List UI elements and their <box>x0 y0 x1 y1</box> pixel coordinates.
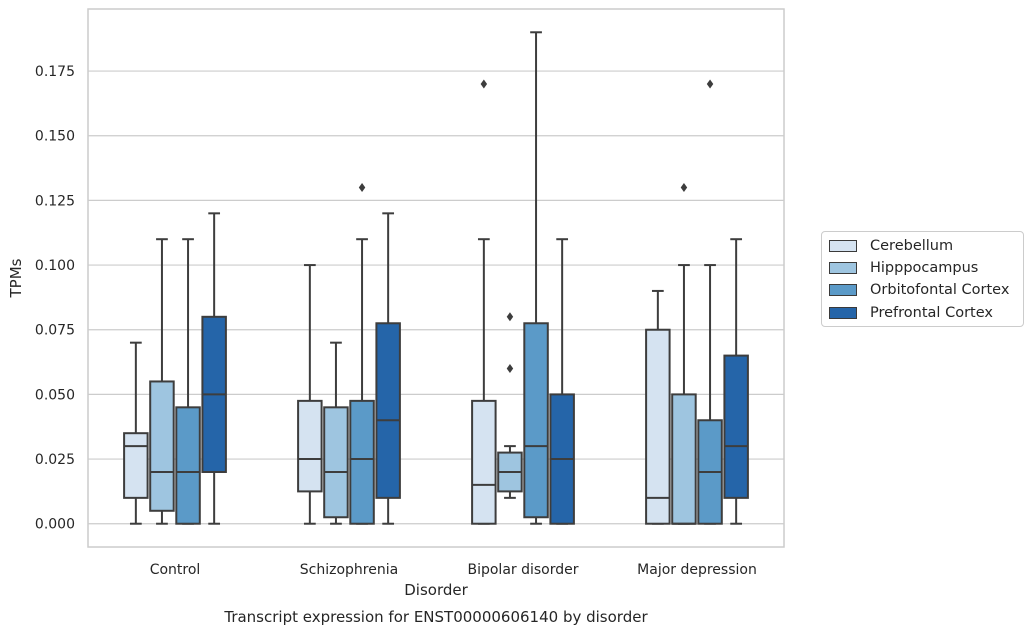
x-tick-label: Major depression <box>637 562 757 578</box>
outlier-point <box>480 79 488 89</box>
box-iqr <box>375 322 401 499</box>
legend-swatch <box>829 284 857 296</box>
x-tick-label: Bipolar disorder <box>467 562 578 578</box>
y-tick-label: 0.125 <box>35 193 75 209</box>
box-iqr <box>297 399 323 493</box>
legend: Cerebellum Hipppocampus Orbitofontal Cor… <box>821 231 1024 327</box>
x-tick-labels: Control Schizophrenia Bipolar disorder Majo… <box>150 562 757 578</box>
outlier-point <box>506 364 514 374</box>
legend-label: Prefrontal Cortex <box>870 305 993 321</box>
y-tick-label: 0.050 <box>35 387 75 403</box>
box-iqr <box>645 328 671 525</box>
legend-item-prefrontal-cortex: Prefrontal Cortex <box>829 303 993 323</box>
legend-item-orbitofrontal-cortex: Orbitofontal Cortex <box>829 280 1009 300</box>
legend-swatch <box>829 240 857 252</box>
box-iqr <box>323 406 349 519</box>
y-axis-title: TPMs <box>7 258 25 298</box>
y-tick-label: 0.000 <box>35 517 75 533</box>
legend-swatch <box>829 307 857 319</box>
box-iqr <box>671 393 697 525</box>
box-iqr <box>349 399 375 525</box>
legend-item-cerebellum: Cerebellum <box>829 236 953 256</box>
box-iqr <box>123 432 149 499</box>
box-iqr <box>175 406 201 525</box>
legend-label: Hipppocampus <box>870 260 979 276</box>
chart-title: Transcript expression for ENST0000060614… <box>223 608 648 626</box>
y-tick-label: 0.100 <box>35 258 75 274</box>
legend-label: Cerebellum <box>870 238 954 254</box>
box-iqr <box>523 322 549 519</box>
box-iqr <box>723 354 749 499</box>
legend-swatch <box>829 262 857 274</box>
x-tick-label: Control <box>150 562 201 578</box>
y-tick-labels: 0.000 0.025 0.050 0.075 0.100 0.125 0.150 0.175 <box>35 64 75 533</box>
x-tick-label: Schizophrenia <box>300 562 398 578</box>
y-tick-label: 0.150 <box>35 129 75 145</box>
box-iqr <box>149 380 175 512</box>
y-tick-label: 0.025 <box>35 452 75 468</box>
outlier-point <box>680 182 688 192</box>
legend-label: Orbitofontal Cortex <box>870 282 1010 298</box>
box-plots <box>123 31 749 525</box>
outlier-point <box>358 182 366 192</box>
box-iqr <box>471 399 497 525</box>
legend-item-hippocampus: Hipppocampus <box>829 258 978 278</box>
outlier-point <box>506 312 514 322</box>
outlier-point <box>706 79 714 89</box>
y-tick-label: 0.075 <box>35 323 75 339</box>
y-tick-label: 0.175 <box>35 64 75 80</box>
x-axis-title: Disorder <box>404 581 468 599</box>
